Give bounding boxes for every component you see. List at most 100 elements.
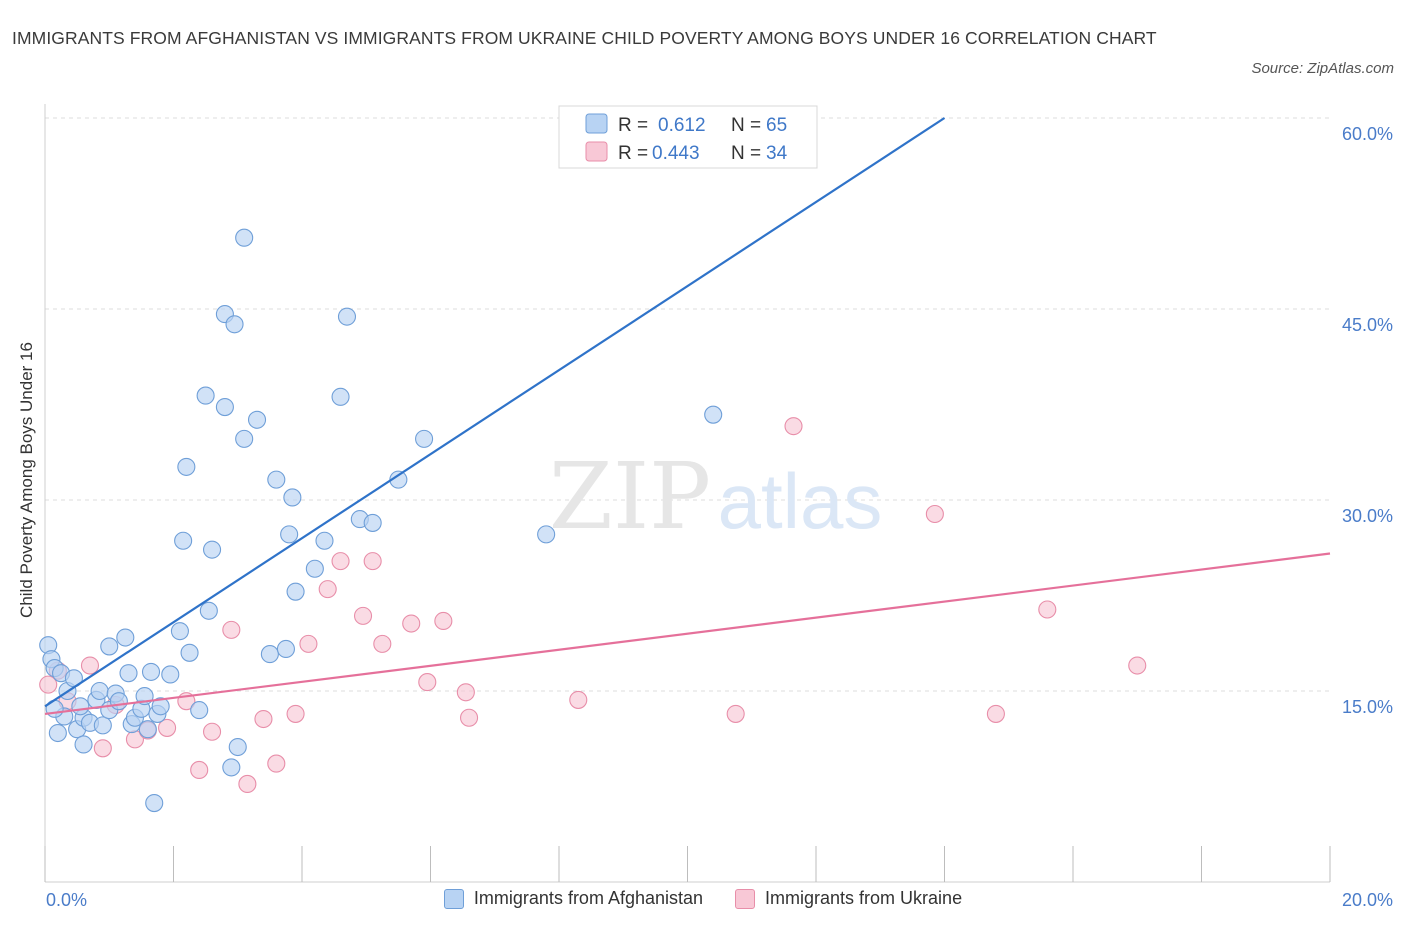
ukraine-point bbox=[299, 634, 318, 653]
afghanistan-point bbox=[363, 513, 382, 532]
watermark: ZIP atlas bbox=[549, 443, 882, 550]
afghanistan-point bbox=[331, 387, 350, 406]
afghanistan-point bbox=[305, 559, 324, 578]
afghanistan-point bbox=[170, 622, 189, 641]
x-tick-label-max: 20.0% bbox=[1341, 890, 1393, 910]
grid-lines bbox=[45, 117, 1330, 692]
afghanistan-point bbox=[199, 601, 218, 620]
legend-swatch-ukraine-bottom bbox=[735, 888, 756, 909]
afghanistan-point bbox=[138, 720, 157, 739]
ukraine-point bbox=[158, 718, 177, 737]
afghanistan-point bbox=[93, 716, 112, 735]
legend-n-value-afghanistan: 65 bbox=[766, 115, 787, 136]
ukraine-point bbox=[254, 709, 273, 729]
chart-title: IMMIGRANTS FROM AFGHANISTAN VS IMMIGRANT… bbox=[12, 28, 1157, 48]
legend-r-label-ukraine: R = bbox=[618, 143, 648, 164]
afghanistan-point bbox=[180, 643, 199, 662]
afghanistan-point bbox=[203, 540, 222, 559]
trend-lines bbox=[44, 117, 1331, 716]
ukraine-point bbox=[39, 675, 58, 694]
axes: 15.0% 30.0% 45.0% 60.0% bbox=[44, 104, 1393, 883]
watermark-zip: ZIP bbox=[549, 443, 711, 550]
afghanistan-point bbox=[48, 723, 67, 743]
legend-label-afghanistan: Immigrants from Afghanistan bbox=[473, 888, 704, 908]
trend-line-ukraine bbox=[44, 552, 1331, 716]
legend-item-ukraine: Immigrants from Ukraine bbox=[735, 888, 962, 909]
afghanistan-point bbox=[235, 228, 254, 247]
legend-bottom: Immigrants from Afghanistan Immigrants f… bbox=[0, 888, 1406, 909]
y-tick-label: 15.0% bbox=[1342, 697, 1393, 717]
y-tick-label: 45.0% bbox=[1342, 315, 1393, 335]
afghanistan-point bbox=[119, 664, 138, 683]
afghanistan-point bbox=[109, 692, 128, 711]
ukraine-point bbox=[373, 634, 392, 653]
afghanistan-point bbox=[283, 488, 302, 507]
legend-n-label-afghanistan: N = bbox=[731, 115, 761, 136]
ukraine-point bbox=[784, 417, 803, 436]
ukraine-point bbox=[569, 690, 588, 709]
ukraine-point bbox=[331, 552, 350, 571]
legend-label-ukraine: Immigrants from Ukraine bbox=[765, 888, 963, 908]
afghanistan-point bbox=[260, 645, 279, 664]
ukraine-point bbox=[434, 611, 453, 631]
afghanistan-point bbox=[161, 665, 180, 684]
ukraine-point bbox=[203, 722, 222, 741]
legend-n-value-ukraine: 34 bbox=[766, 143, 788, 164]
ukraine-point bbox=[418, 673, 437, 692]
afghanistan-point bbox=[174, 531, 193, 550]
afghanistan-point bbox=[247, 410, 267, 429]
ukraine-point bbox=[925, 504, 944, 524]
afghanistan-point bbox=[71, 697, 90, 716]
ukraine-point bbox=[459, 708, 479, 727]
ukraine-point bbox=[286, 704, 305, 723]
y-axis-label-wrap: Child Poverty Among Boys Under 16 bbox=[12, 300, 42, 660]
ukraine-point bbox=[238, 774, 257, 794]
legend-r-label-afghanistan: R = bbox=[618, 115, 648, 136]
afghanistan-point bbox=[228, 737, 247, 757]
afghanistan-point bbox=[337, 307, 357, 326]
afghanistan-point bbox=[415, 429, 434, 448]
ukraine-point bbox=[1038, 600, 1057, 619]
afghanistan-point bbox=[267, 470, 286, 489]
afghanistan-point bbox=[190, 701, 209, 720]
afghanistan-point bbox=[215, 397, 234, 417]
afghanistan-point bbox=[151, 697, 170, 716]
y-axis-label: Child Poverty Among Boys Under 16 bbox=[17, 342, 36, 618]
afghanistan-point bbox=[286, 582, 305, 601]
ukraine-point bbox=[93, 739, 112, 758]
legend-swatch-ukraine bbox=[585, 141, 608, 162]
ukraine-point bbox=[402, 614, 421, 633]
afghanistan-point bbox=[145, 794, 164, 813]
legend-swatch-afghanistan bbox=[585, 113, 608, 134]
x-tick-label-min: 0.0% bbox=[46, 890, 88, 910]
ukraine-point bbox=[353, 606, 373, 625]
afghanistan-point bbox=[196, 386, 215, 405]
legend-r-value-afghanistan: 0.612 bbox=[658, 115, 706, 136]
data-points bbox=[39, 228, 1147, 813]
ukraine-point bbox=[1128, 656, 1147, 675]
afghanistan-point bbox=[100, 637, 119, 656]
y-tick-label: 60.0% bbox=[1342, 124, 1393, 144]
trend-line-afghanistan bbox=[44, 117, 946, 708]
afghanistan-point bbox=[141, 662, 161, 681]
ukraine-point bbox=[267, 754, 286, 773]
afghanistan-point bbox=[315, 531, 334, 550]
ukraine-point bbox=[222, 620, 241, 639]
afghanistan-point bbox=[177, 457, 196, 476]
afghanistan-point bbox=[225, 315, 244, 334]
afghanistan-point bbox=[537, 525, 556, 544]
legend-swatch-afghanistan-bottom bbox=[443, 888, 464, 909]
ukraine-point bbox=[986, 704, 1005, 723]
legend-n-label-ukraine: N = bbox=[731, 143, 761, 164]
afghanistan-point bbox=[222, 758, 241, 777]
afghanistan-point bbox=[116, 628, 135, 647]
legend-top: R = 0.612 N = 65 R = 0.443 N = 34 bbox=[558, 105, 818, 169]
ukraine-point bbox=[190, 760, 209, 779]
ukraine-point bbox=[318, 580, 337, 599]
ukraine-point bbox=[456, 683, 475, 702]
legend-r-value-ukraine: 0.443 bbox=[652, 143, 700, 164]
afghanistan-point bbox=[276, 639, 295, 659]
afghanistan-point bbox=[235, 429, 254, 448]
ukraine-point bbox=[80, 656, 100, 675]
